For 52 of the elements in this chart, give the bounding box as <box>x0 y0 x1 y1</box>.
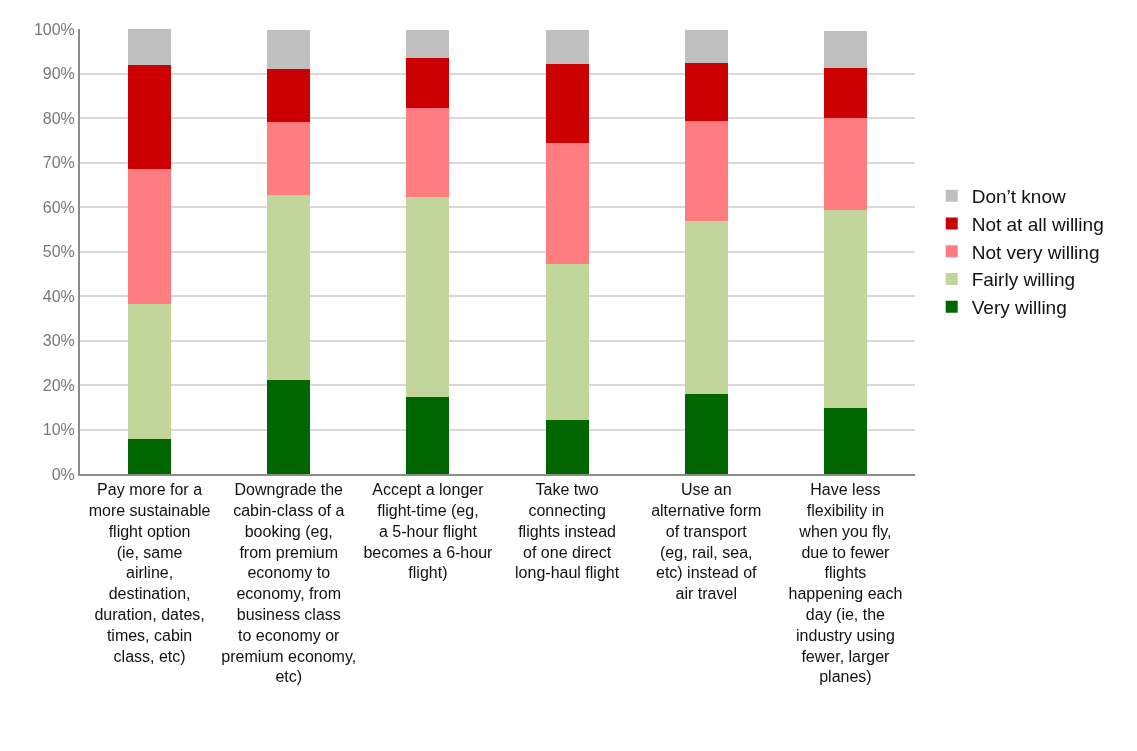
bar <box>823 68 867 119</box>
bar <box>684 62 728 121</box>
legend-label: Very willing <box>971 297 1067 319</box>
legend-label: Fairly willing <box>971 269 1076 291</box>
legend-label: Not at all willing <box>971 213 1104 235</box>
bar <box>545 263 589 421</box>
bar <box>684 30 728 63</box>
bar <box>128 304 172 440</box>
bar <box>267 122 311 195</box>
x-tick-label: Accept a longer flight-time (eg, a 5-hour flight becomes a 6-hour flight) <box>363 481 494 582</box>
y-tick-label: 40% <box>42 287 75 305</box>
bar <box>128 65 172 169</box>
x-tick-label: Use an alternative form of transport (eg, rail, sea, etc) instead of air travel <box>651 481 762 603</box>
bar <box>684 393 728 474</box>
bar <box>406 58 450 109</box>
bar <box>823 118 867 210</box>
y-tick-label: 20% <box>42 376 75 394</box>
bar <box>823 408 867 474</box>
y-tick-label: 0% <box>51 465 75 483</box>
bar <box>545 420 589 474</box>
bar <box>128 29 172 66</box>
y-tick-label: 10% <box>42 421 75 439</box>
category-label: Have less flexibility in when you fly, due to fewer flights happening each day (ie, the industry using fewer, larger planes) <box>788 481 903 686</box>
bar <box>406 197 450 398</box>
category-label: Pay more for a more sustainable flight option (ie, same airline, destination, duration, dates, times, cabin class, etc) <box>88 481 211 665</box>
bar <box>545 63 589 144</box>
bar <box>684 220 728 394</box>
y-tick-label: 70% <box>42 154 75 172</box>
bar <box>267 29 311 70</box>
x-tick-label: Take two connecting flights instead of one direct long-haul flight <box>515 481 620 582</box>
bar <box>128 168 172 305</box>
bar <box>823 209 867 409</box>
bar <box>406 108 450 198</box>
bar <box>406 29 450 59</box>
bar <box>406 397 450 474</box>
bar <box>545 30 589 64</box>
y-tick-label: 30% <box>42 332 75 350</box>
legend-label: Not very willing <box>971 241 1100 263</box>
bar <box>267 69 311 122</box>
y-tick-label: 90% <box>42 65 75 83</box>
bar <box>684 120 728 221</box>
bar <box>545 143 589 264</box>
y-tick-label: 100% <box>33 20 75 38</box>
legend-label: Don’t know <box>971 186 1066 208</box>
bar <box>823 30 867 69</box>
bar <box>128 439 172 474</box>
y-tick-label: 80% <box>42 109 75 127</box>
y-tick-label: 60% <box>42 198 75 216</box>
category-label: Downgrade the cabin-class of a booking (eg, from premium economy to economy, from business class to economy or premium economy, etc) <box>221 481 357 686</box>
y-tick-label: 50% <box>42 243 75 261</box>
bar <box>267 194 311 381</box>
bar <box>267 380 311 474</box>
